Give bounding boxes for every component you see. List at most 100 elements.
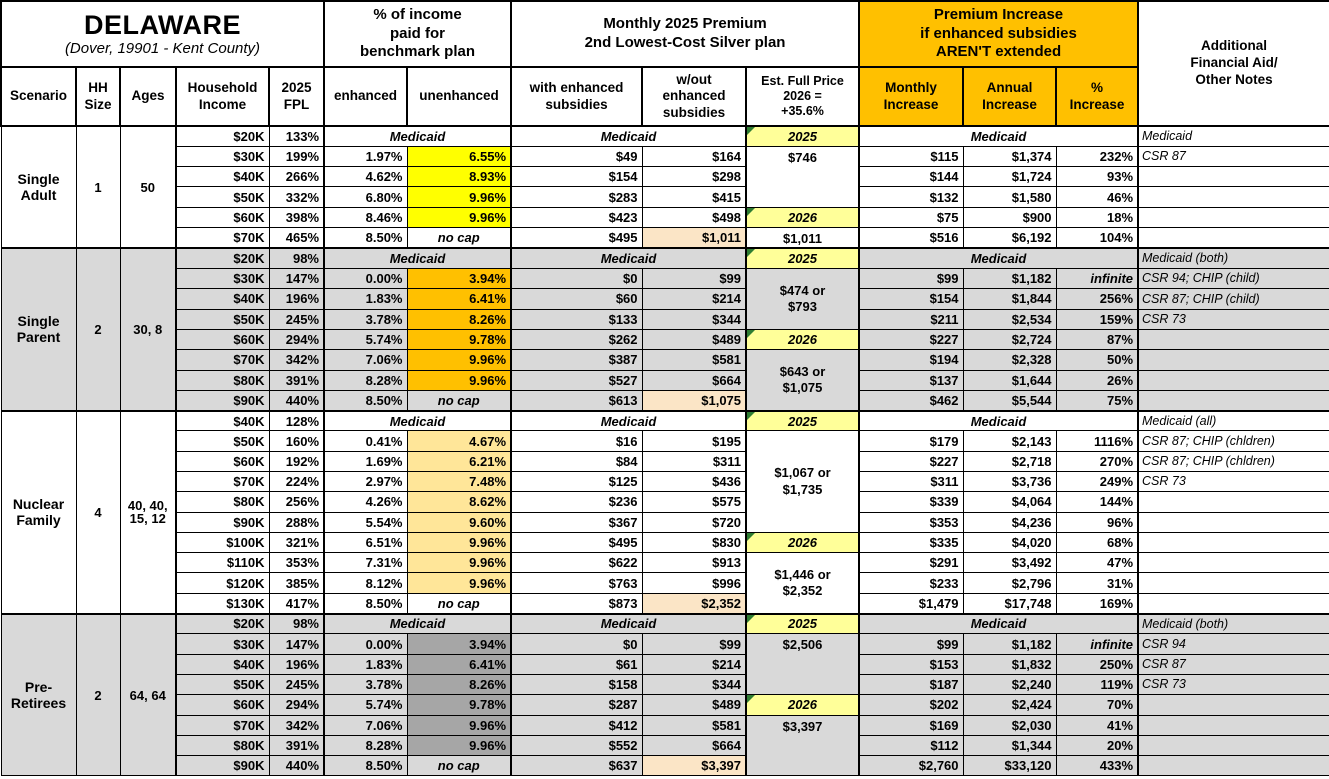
col-pct-increase: % Increase	[1055, 66, 1140, 127]
cell-monthly-increase: $153	[858, 653, 964, 675]
cell-annual-increase: $1,832	[962, 653, 1057, 675]
year-cell: 2025	[745, 409, 861, 432]
table-row: $100K 321% 6.51% 9.96% $495 $830 2026 $335 $4,02…	[1, 531, 1329, 554]
cell-unenhanced-pct: 3.94%	[406, 268, 513, 290]
cell-pct-increase: 87%	[1055, 328, 1140, 351]
cell-enhanced-pct: 5.74%	[323, 328, 408, 351]
cell-notes	[1137, 166, 1329, 188]
cell-monthly-increase: $353	[858, 511, 964, 533]
cell-enhanced-pct: 7.06%	[323, 714, 408, 736]
cell-monthly-increase: $339	[858, 491, 964, 513]
cell-monthly-increase: $2,760	[858, 755, 964, 777]
comment-triangle-icon	[747, 250, 756, 258]
cell-pct-increase: infinite	[1055, 268, 1140, 290]
cell-pct-increase: 96%	[1055, 511, 1140, 533]
ages: 40, 40, 15, 12	[119, 409, 177, 615]
cell-pct-increase: 50%	[1055, 349, 1140, 371]
cell-fpl: 196%	[268, 653, 325, 675]
cell-unenhanced-pct: 9.96%	[406, 572, 513, 594]
cell-with-subsidies: $0	[510, 268, 643, 290]
cell-without-subsidies: $581	[641, 349, 748, 371]
cell-income: $20K	[175, 124, 270, 147]
cell-fpl: 465%	[268, 226, 325, 249]
table-row: $50K 332% 6.80% 9.96% $283 $415 $132 $1,580 46%	[1, 186, 1329, 208]
ages: 64, 64	[119, 612, 177, 777]
cell-monthly-increase: $1,479	[858, 592, 964, 615]
comment-triangle-icon	[747, 128, 756, 135]
cell-with-subsidies: $61	[510, 653, 643, 675]
cell-pct-increase: 70%	[1055, 694, 1140, 716]
comment-triangle-icon	[747, 412, 756, 420]
cell-income: $60K	[175, 328, 270, 351]
cell-pct-increase: 104%	[1055, 226, 1140, 249]
cell-enhanced-pct: 8.46%	[323, 206, 408, 228]
cell-with-subsidies: $133	[510, 308, 643, 330]
comment-triangle-icon	[747, 615, 756, 623]
cell-annual-increase: $2,718	[962, 450, 1057, 473]
cell-unenhanced-pct: 6.55%	[406, 145, 513, 168]
cell-income: $70K	[175, 714, 270, 736]
table-row: Single Parent 2 30, 8 $20K 98% Medicaid Medica…	[0, 247, 1329, 412]
cell-annual-increase: $2,030	[962, 714, 1057, 736]
cell-fpl: 245%	[268, 673, 325, 696]
year-cell: 2026	[745, 694, 861, 716]
cell-enhanced-pct: 8.50%	[323, 755, 408, 777]
table-row: $80K 256% 4.26% 8.62% $236 $575 $339 $4,064 144%	[1, 491, 1329, 513]
cell-without-subsidies: $164	[641, 145, 748, 168]
cell-without-subsidies: $436	[641, 470, 748, 493]
cell-notes: CSR 87; CHIP (child)	[1137, 288, 1329, 310]
table-row: $60K 398% 8.46% 9.96% $423 $498 2026 $75 $900 18%	[1, 206, 1329, 228]
cell-pct-increase: 26%	[1055, 369, 1140, 391]
cell-fpl: 196%	[268, 288, 325, 310]
cell-income: $110K	[175, 552, 270, 574]
cell-unenhanced-pct: no cap	[406, 226, 513, 249]
cell-without-subsidies: $720	[641, 511, 748, 533]
cell-unenhanced-pct: 6.21%	[406, 450, 513, 473]
table-row: $50K 160% 0.41% 4.67% $16 $195 $1,067 or $1,73…	[1, 430, 1329, 533]
cell-notes	[1137, 186, 1329, 208]
medicaid-premium-cell: Medicaid	[510, 612, 748, 635]
table-row: $90K 440% 8.50% no cap $613 $1,075 $462 $5,544 7…	[1, 389, 1329, 412]
comment-triangle-icon	[747, 695, 756, 704]
cell-fpl: 342%	[268, 714, 325, 736]
cell-enhanced-pct: 0.00%	[323, 633, 408, 655]
scenario-label: Pre- Retirees	[0, 612, 77, 777]
cell-without-subsidies: $298	[641, 166, 748, 188]
cell-enhanced-pct: 5.54%	[323, 511, 408, 533]
year-cell: 2025	[745, 612, 861, 635]
cell-full-price: $1,446 or $2,352	[745, 552, 861, 615]
scenario-label: Nuclear Family	[0, 409, 77, 615]
hh-size: 4	[75, 409, 121, 615]
cell-income: $130K	[175, 592, 270, 615]
cell-monthly-increase: $233	[858, 572, 964, 594]
cell-without-subsidies: $489	[641, 328, 748, 351]
benchmark-group-header: % of income paid for benchmark plan	[322, 0, 513, 68]
cell-with-subsidies: $387	[510, 349, 643, 371]
medicaid-benchmark-cell: Medicaid	[323, 612, 513, 635]
cell-pct-increase: 18%	[1055, 206, 1140, 228]
cell-enhanced-pct: 8.50%	[323, 226, 408, 249]
cell-fpl: 266%	[268, 166, 325, 188]
cell-monthly-increase: $462	[858, 389, 964, 412]
cell-fpl: 98%	[268, 247, 325, 270]
col-without-subsidies: w/out enhanced subsidies	[641, 66, 748, 127]
cell-without-subsidies: $344	[641, 308, 748, 330]
cell-fpl: 98%	[268, 612, 325, 635]
cell-monthly-increase: $137	[858, 369, 964, 391]
cell-unenhanced-pct: no cap	[406, 592, 513, 615]
cell-enhanced-pct: 3.78%	[323, 673, 408, 696]
table-row: Pre- Retirees 2 64, 64 $20K 98% Medicaid Medic…	[0, 612, 1329, 777]
table-row: $110K 353% 7.31% 9.96% $622 $913 $1,446 or $2,…	[1, 552, 1329, 615]
medicaid-benchmark-cell: Medicaid	[323, 124, 513, 147]
cell-with-subsidies: $154	[510, 166, 643, 188]
cell-annual-increase: $2,240	[962, 673, 1057, 696]
cell-unenhanced-pct: 6.41%	[406, 653, 513, 675]
cell-pct-increase: 31%	[1055, 572, 1140, 594]
cell-annual-increase: $1,374	[962, 145, 1057, 168]
medicaid-increase-cell: Medicaid	[858, 612, 1140, 635]
cell-with-subsidies: $283	[510, 186, 643, 208]
cell-with-subsidies: $158	[510, 673, 643, 696]
cell-notes: CSR 87; CHIP (chldren)	[1137, 450, 1329, 473]
table-row: $60K 294% 5.74% 9.78% $287 $489 2026 $202 $2,424…	[1, 694, 1329, 716]
